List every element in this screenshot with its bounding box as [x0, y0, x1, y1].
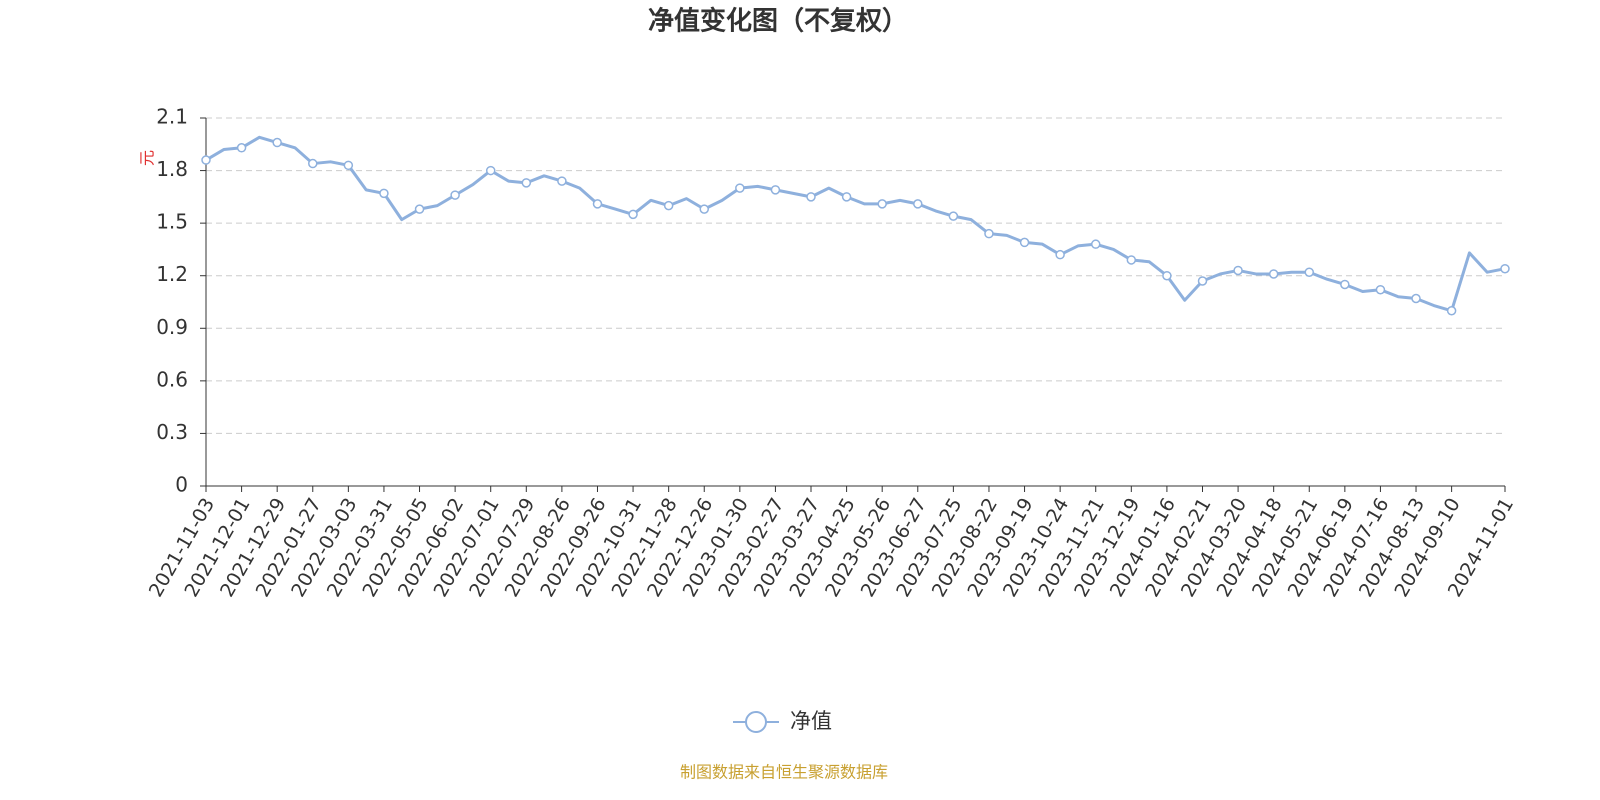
point-marker [201, 155, 211, 165]
point-marker [984, 228, 994, 239]
y-tick-label: 0 [175, 473, 188, 497]
point-marker [877, 199, 887, 209]
point-marker [913, 199, 923, 209]
point-marker [1500, 263, 1510, 274]
chart-title: 净值变化图（不复权） [648, 6, 908, 37]
y-tick-label: 1.2 [156, 262, 188, 286]
y-axis-unit: 元 [138, 150, 157, 166]
point-marker [308, 158, 318, 169]
y-tick-label: 0.9 [156, 315, 188, 339]
point-marker [1268, 269, 1279, 279]
y-tick-label: 1.5 [156, 210, 188, 234]
point-marker [343, 160, 354, 171]
y-tick-label: 1.8 [156, 157, 188, 181]
point-marker [450, 190, 460, 200]
point-marker [770, 185, 781, 195]
legend-marker [745, 711, 767, 733]
point-marker [1019, 237, 1030, 248]
point-marker [1126, 255, 1137, 265]
point-marker [1197, 276, 1208, 286]
point-marker [1446, 306, 1457, 316]
point-marker [414, 204, 425, 214]
point-marker [1375, 284, 1386, 295]
point-marker [628, 209, 638, 220]
point-marker [1162, 270, 1172, 281]
point-marker [1411, 293, 1421, 304]
point-marker [1055, 249, 1065, 260]
point-marker [663, 200, 674, 211]
source-note: 制图数据来自恒生聚源数据库 [680, 763, 888, 782]
series-line [205, 135, 1506, 313]
point-marker [735, 183, 745, 193]
point-marker [485, 165, 496, 176]
point-marker [236, 143, 247, 153]
point-marker [1090, 239, 1101, 249]
legend-label: 净值 [790, 709, 832, 733]
point-marker [272, 137, 282, 148]
point-marker [948, 211, 959, 221]
y-tick-label: 0.3 [156, 420, 188, 444]
point-marker [1340, 279, 1350, 290]
point-marker [806, 192, 816, 202]
point-marker [1233, 265, 1243, 276]
y-tick-label: 2.1 [156, 105, 188, 129]
point-marker [699, 204, 709, 214]
point-marker [379, 188, 389, 199]
point-marker [592, 199, 603, 209]
point-marker [557, 176, 567, 186]
point-marker [1304, 267, 1315, 277]
point-marker [521, 178, 532, 188]
point-marker [841, 192, 852, 202]
y-tick-label: 0.6 [156, 367, 188, 391]
